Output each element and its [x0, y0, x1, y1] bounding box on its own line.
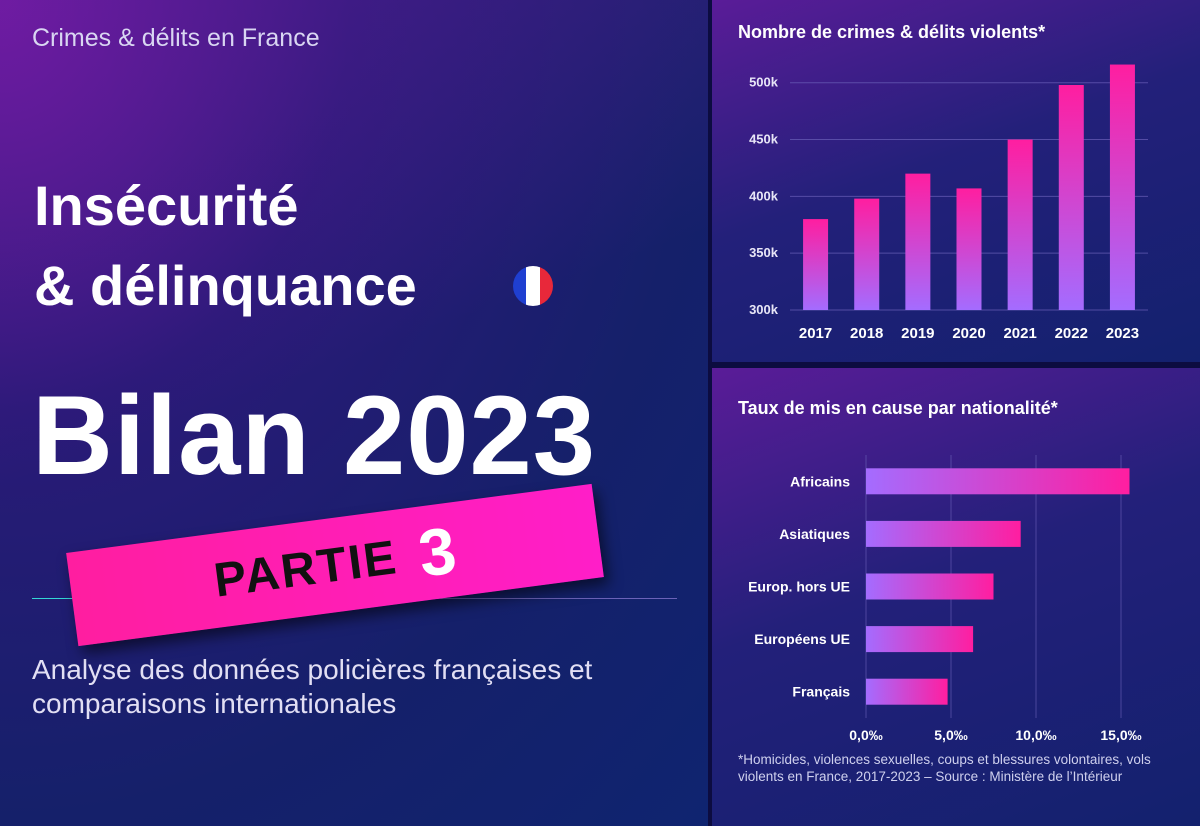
bar — [866, 520, 1021, 547]
x-tick-label: 2017 — [799, 325, 832, 342]
bar-chart: 300k 350k 400k 450k 500k 2017 2018 2019 2020 2021… — [749, 64, 1148, 342]
y-tick-label: 500k — [749, 75, 779, 90]
bar — [866, 468, 1130, 495]
bar — [1058, 85, 1084, 310]
bar — [803, 219, 829, 310]
cover-background — [0, 0, 708, 826]
x-tick-label: 2023 — [1106, 325, 1139, 342]
x-tick-label: 0,0‰ — [849, 727, 882, 743]
bar — [1007, 139, 1033, 310]
x-tick-label: 5,0‰ — [934, 727, 967, 743]
category-label: Africains — [790, 473, 850, 489]
vertical-divider — [708, 0, 712, 826]
title-line-1: Insécurité — [34, 174, 299, 237]
y-tick-label: 300k — [749, 302, 779, 317]
x-tick-label: 2020 — [952, 325, 985, 342]
stamp-text: PARTIE — [210, 530, 401, 608]
y-tick-label: 450k — [749, 132, 779, 147]
title-line-2: & délinquance — [34, 254, 417, 317]
french-flag-icon — [513, 266, 553, 306]
category-label: Europ. hors UE — [748, 579, 850, 595]
big-title: Bilan 2023 — [32, 373, 597, 498]
kicker-text: Crimes & délits en France — [32, 24, 320, 52]
x-tick-label: 2022 — [1055, 325, 1088, 342]
y-tick-label: 400k — [749, 188, 779, 203]
horizontal-bar-chart: 0,0‰ 5,0‰ 10,0‰ 15,0‰ Africains Asiatiques Eur… — [748, 455, 1142, 743]
y-tick-label: 350k — [749, 245, 779, 260]
category-label: Français — [792, 684, 850, 700]
flag-blue-stripe — [513, 266, 527, 306]
x-tick-label: 2021 — [1003, 325, 1036, 342]
flag-red-stripe — [539, 266, 553, 306]
x-tick-label: 2019 — [901, 325, 934, 342]
x-tick-label: 2018 — [850, 325, 883, 342]
bar — [866, 626, 974, 653]
subtitle: Analyse des données policières française… — [32, 654, 593, 719]
bar — [866, 678, 948, 705]
flag-white-stripe — [526, 266, 540, 306]
category-label: Asiatiques — [779, 526, 850, 542]
bar — [854, 198, 880, 310]
bar — [866, 573, 994, 600]
bar — [1109, 64, 1135, 310]
footnote: *Homicides, violences sexuelles, coups e… — [738, 752, 1151, 784]
bar — [905, 173, 931, 310]
bar — [956, 188, 982, 310]
x-tick-label: 10,0‰ — [1015, 727, 1056, 743]
chart2-title: Taux de mis en cause par nationalité* — [738, 398, 1058, 418]
x-tick-label: 15,0‰ — [1100, 727, 1141, 743]
horizontal-divider — [712, 362, 1200, 368]
chart1-title: Nombre de crimes & délits violents* — [738, 22, 1046, 42]
stamp-number: 3 — [414, 512, 461, 591]
category-label: Européens UE — [754, 631, 850, 647]
